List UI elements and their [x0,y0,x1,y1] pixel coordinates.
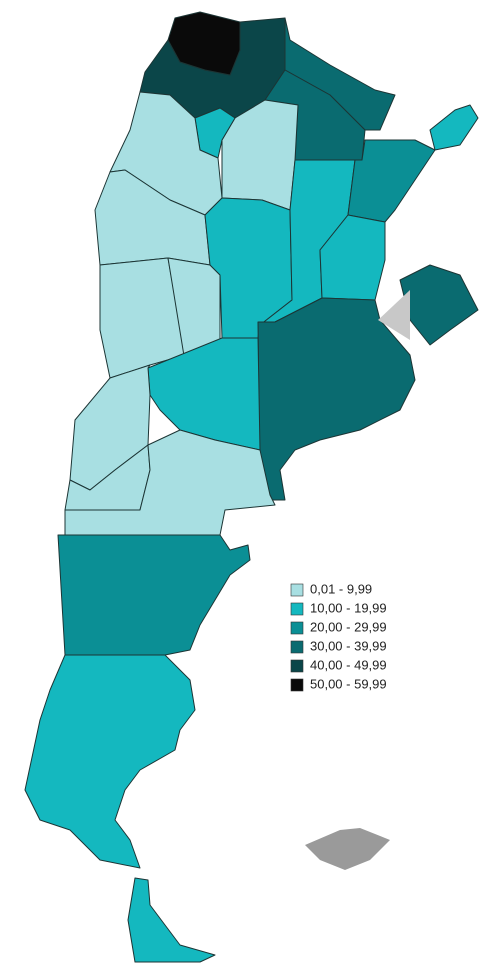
islands [305,828,390,870]
legend-swatch [290,602,304,616]
legend-swatch [290,640,304,654]
region [167,11,241,76]
region [127,877,216,963]
legend-label: 50,00 - 59,99 [310,676,387,691]
legend-swatch [290,583,304,597]
legend: 0,01 - 9,99 10,00 - 19,99 20,00 - 29,99 30,… [290,581,387,692]
legend-label: 0,01 - 9,99 [310,581,372,596]
legend-label: 30,00 - 39,99 [310,638,387,653]
region [24,654,196,869]
region [167,257,221,363]
region [64,429,276,536]
legend-label: 40,00 - 49,99 [310,657,387,672]
legend-swatch [290,621,304,635]
legend-label: 10,00 - 19,99 [310,600,387,615]
region [257,297,416,501]
river-estuary [378,290,410,340]
legend-swatch [290,659,304,673]
region [399,264,479,346]
regions [24,11,479,963]
legend-label: 20,00 - 29,99 [310,619,387,634]
region [429,104,479,151]
legend-swatch [290,678,304,692]
